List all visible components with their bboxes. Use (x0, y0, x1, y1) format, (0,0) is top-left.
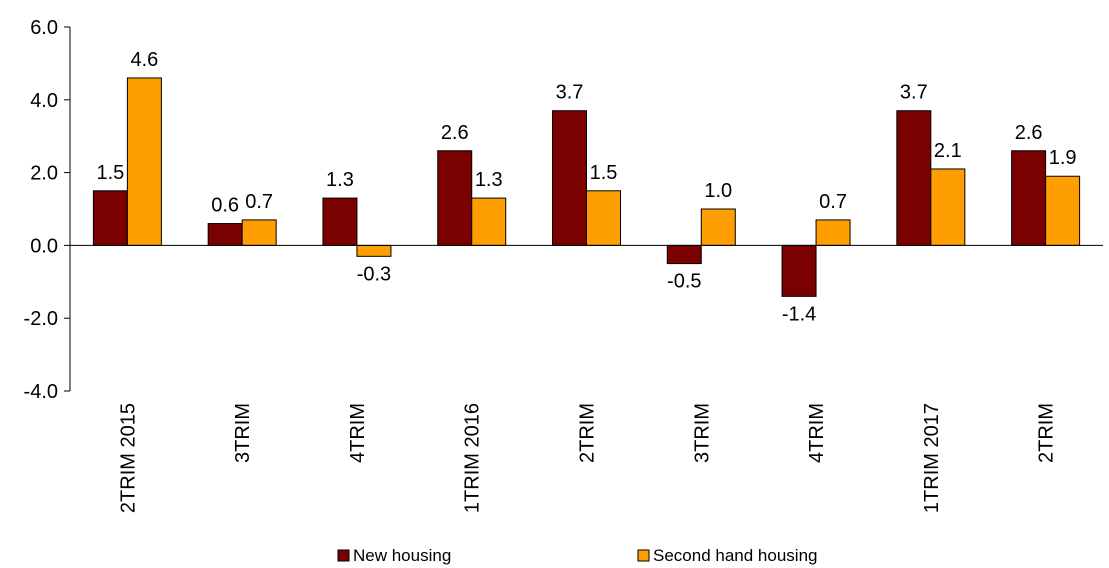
y-axis: 6.0 4.0 2.0 0.0 -2.0 -4.0 (24, 17, 71, 403)
bar-second-hand-housing (930, 168, 966, 246)
data-label: 1.3 (475, 169, 503, 191)
data-label: 1.5 (96, 162, 124, 184)
bar-second-hand-housing (356, 244, 392, 257)
y-tick-label: 4.0 (30, 90, 58, 112)
data-label: 1.5 (590, 162, 618, 184)
data-label: 1.9 (1049, 147, 1077, 169)
y-tick-label: 6.0 (30, 17, 58, 39)
bars (92, 77, 1081, 297)
bar-second-hand-housing (815, 219, 851, 246)
bar-second-hand-housing (700, 208, 736, 246)
bar-second-hand-housing (1045, 175, 1081, 246)
bar-new-housing (207, 223, 243, 246)
data-label: 3.7 (556, 82, 584, 104)
data-label: 2.1 (934, 140, 962, 162)
x-tick-label: 4TRIM (347, 403, 369, 463)
data-label: 1.3 (326, 169, 354, 191)
data-label: -0.3 (357, 263, 391, 285)
legend-swatch (637, 549, 650, 562)
x-tick-label: 2TRIM 2015 (117, 403, 139, 513)
y-tick-label: 0.0 (30, 235, 58, 257)
x-tick-label: 2TRIM (577, 403, 599, 463)
data-label: -1.4 (782, 303, 816, 325)
data-label: 2.6 (1015, 122, 1043, 144)
x-tick-label: 3TRIM (232, 403, 254, 463)
bar-second-hand-housing (241, 219, 277, 246)
data-label: 1.0 (704, 180, 732, 202)
legend-swatch (337, 549, 350, 562)
bar-new-housing (896, 110, 932, 246)
data-label: 0.7 (245, 191, 273, 213)
bar-new-housing (322, 197, 358, 246)
y-tick-label: -2.0 (24, 308, 58, 330)
x-tick-label: 4TRIM (806, 403, 828, 463)
bar-second-hand-housing (586, 190, 621, 246)
bar-new-housing (92, 190, 128, 246)
data-label: 3.7 (900, 82, 928, 104)
x-tick-label: 1TRIM 2016 (462, 403, 484, 513)
y-tick-label: 2.0 (30, 163, 58, 185)
legend-label: Second hand housing (653, 546, 817, 565)
bar-new-housing (666, 244, 702, 265)
bar-second-hand-housing (126, 77, 162, 246)
legend: New housing Second hand housing (337, 546, 817, 565)
data-label: -0.5 (667, 271, 701, 293)
data-labels: 1.5 4.6 0.6 0.7 1.3 -0.3 2.6 1.3 3.7 1.5 -0.5 1.0 -1… (96, 49, 1076, 325)
data-label: 0.7 (819, 191, 847, 213)
legend-label: New housing (353, 546, 451, 565)
y-tick-label: -4.0 (24, 381, 58, 403)
bar-new-housing (1011, 150, 1047, 246)
bar-new-housing (552, 110, 587, 246)
x-axis: 2TRIM 2015 3TRIM 4TRIM 1TRIM 2016 2TRIM 3TRIM… (70, 244, 1103, 513)
x-tick-label: 3TRIM (691, 403, 713, 463)
data-label: 4.6 (130, 49, 158, 71)
bar-new-housing (437, 150, 473, 246)
data-label: 0.6 (211, 195, 239, 217)
data-label: 2.6 (441, 122, 469, 144)
bar-second-hand-housing (471, 197, 507, 246)
x-tick-label: 1TRIM 2017 (921, 403, 943, 513)
x-tick-label: 2TRIM (1036, 403, 1058, 463)
bar-new-housing (781, 244, 817, 297)
